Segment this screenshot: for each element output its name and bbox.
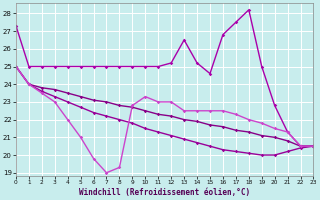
X-axis label: Windchill (Refroidissement éolien,°C): Windchill (Refroidissement éolien,°C) <box>79 188 250 197</box>
